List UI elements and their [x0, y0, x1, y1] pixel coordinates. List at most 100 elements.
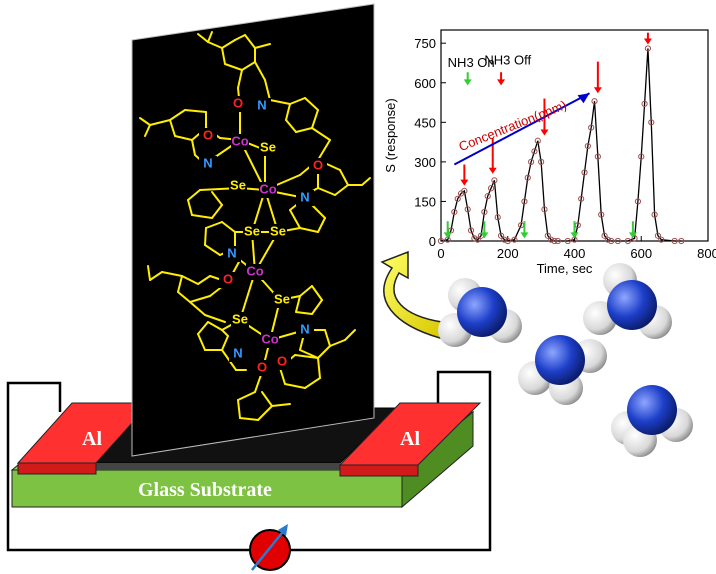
legend-on-arrow: [463, 72, 472, 86]
atom-label-bg: [261, 332, 279, 348]
bond: [257, 405, 273, 421]
bond: [264, 79, 271, 101]
bond: [169, 119, 176, 137]
atom-label-bg: [296, 322, 314, 338]
data-point: [564, 237, 571, 245]
bond: [271, 403, 291, 407]
bond: [317, 345, 331, 359]
atom-label-n: N: [300, 321, 309, 336]
atom-label-bg: [229, 96, 247, 112]
bond: [269, 99, 291, 105]
nh3-off-arrow: [643, 32, 652, 45]
data-point: [504, 237, 511, 245]
atom-label-se: Se: [244, 223, 260, 238]
bond: [177, 291, 191, 303]
atom-label-bg: [231, 312, 249, 328]
nh3-on-arrow: [443, 221, 452, 239]
ammonia-molecule: [438, 278, 522, 347]
right-electrode: [338, 402, 482, 477]
atom-label-bg: [229, 178, 247, 194]
atom-label-co: Co: [261, 331, 278, 346]
data-point: [594, 153, 601, 160]
atom-label-bg: [259, 182, 277, 198]
bond: [187, 189, 201, 201]
data-point: [654, 232, 662, 239]
arrow-head: [463, 79, 472, 86]
data-point: [604, 236, 611, 243]
data-point: [551, 237, 558, 245]
data-point: [648, 119, 655, 126]
concentration-arrow: [453, 92, 590, 166]
bond: [295, 127, 313, 133]
y-tick-label: 0: [429, 234, 436, 249]
bond: [207, 31, 213, 43]
atom-label-bg: [199, 156, 217, 172]
bond: [311, 127, 331, 141]
x-tick-label: 200: [497, 246, 519, 261]
bond: [237, 69, 243, 89]
bond: [311, 204, 326, 219]
atom-label-bg: [259, 140, 277, 156]
atom-label-o: O: [223, 271, 233, 286]
arrow-head: [540, 129, 549, 136]
atom-label-bg: [253, 360, 271, 376]
bond: [204, 314, 226, 323]
atom-label-n: N: [300, 189, 309, 204]
atom-label-se: Se: [230, 177, 246, 192]
data-point: [634, 198, 642, 205]
bond: [189, 295, 211, 303]
data-point: [671, 237, 678, 245]
nitrogen-atom: [457, 287, 507, 337]
bond: [211, 191, 223, 206]
bond: [304, 97, 319, 111]
bond: [149, 271, 163, 281]
bond: [221, 335, 229, 351]
x-tick-label: 0: [437, 246, 444, 261]
data-point: [584, 142, 591, 150]
atom-label-se: Se: [274, 291, 290, 306]
data-point: [461, 187, 468, 194]
data-point: [467, 227, 475, 234]
bond: [279, 367, 286, 385]
data-point: [658, 236, 665, 243]
ammonia-molecule: [518, 335, 607, 405]
bond: [144, 124, 151, 137]
data-point: [548, 236, 555, 243]
data-point: [638, 153, 645, 160]
atom-label-se: Se: [270, 223, 286, 238]
y-tick-label: 300: [414, 155, 436, 170]
nitrogen-atom: [607, 280, 657, 330]
bond: [334, 184, 349, 196]
bond: [197, 333, 206, 351]
data-point: [437, 237, 445, 245]
bond: [299, 227, 319, 233]
bond: [169, 109, 186, 121]
atom-label-co: Co: [231, 133, 248, 148]
atom-label-bg: [243, 224, 261, 240]
bond: [221, 39, 236, 49]
arrow-head: [480, 232, 489, 239]
bond: [197, 321, 209, 335]
bond: [261, 391, 273, 407]
bond: [237, 391, 256, 401]
arrow-head: [520, 232, 529, 239]
atom-label-bg: [273, 292, 291, 308]
bond: [239, 417, 259, 421]
atom-label-o: O: [277, 353, 287, 368]
bond: [161, 271, 183, 277]
atom-label-se: Se: [232, 311, 248, 326]
atom-label-n: N: [233, 345, 242, 360]
right-electrode-label: Al: [400, 428, 420, 450]
legend-off-arrow: [497, 72, 506, 86]
sensing-film-side: [90, 463, 340, 470]
bond: [311, 285, 323, 301]
bond: [254, 61, 266, 81]
bond: [304, 377, 321, 389]
nh3-off-arrow: [540, 98, 549, 136]
data-point: [578, 195, 585, 202]
atom-label-se: Se: [260, 139, 276, 154]
bond: [221, 47, 226, 65]
data-point: [588, 124, 595, 131]
